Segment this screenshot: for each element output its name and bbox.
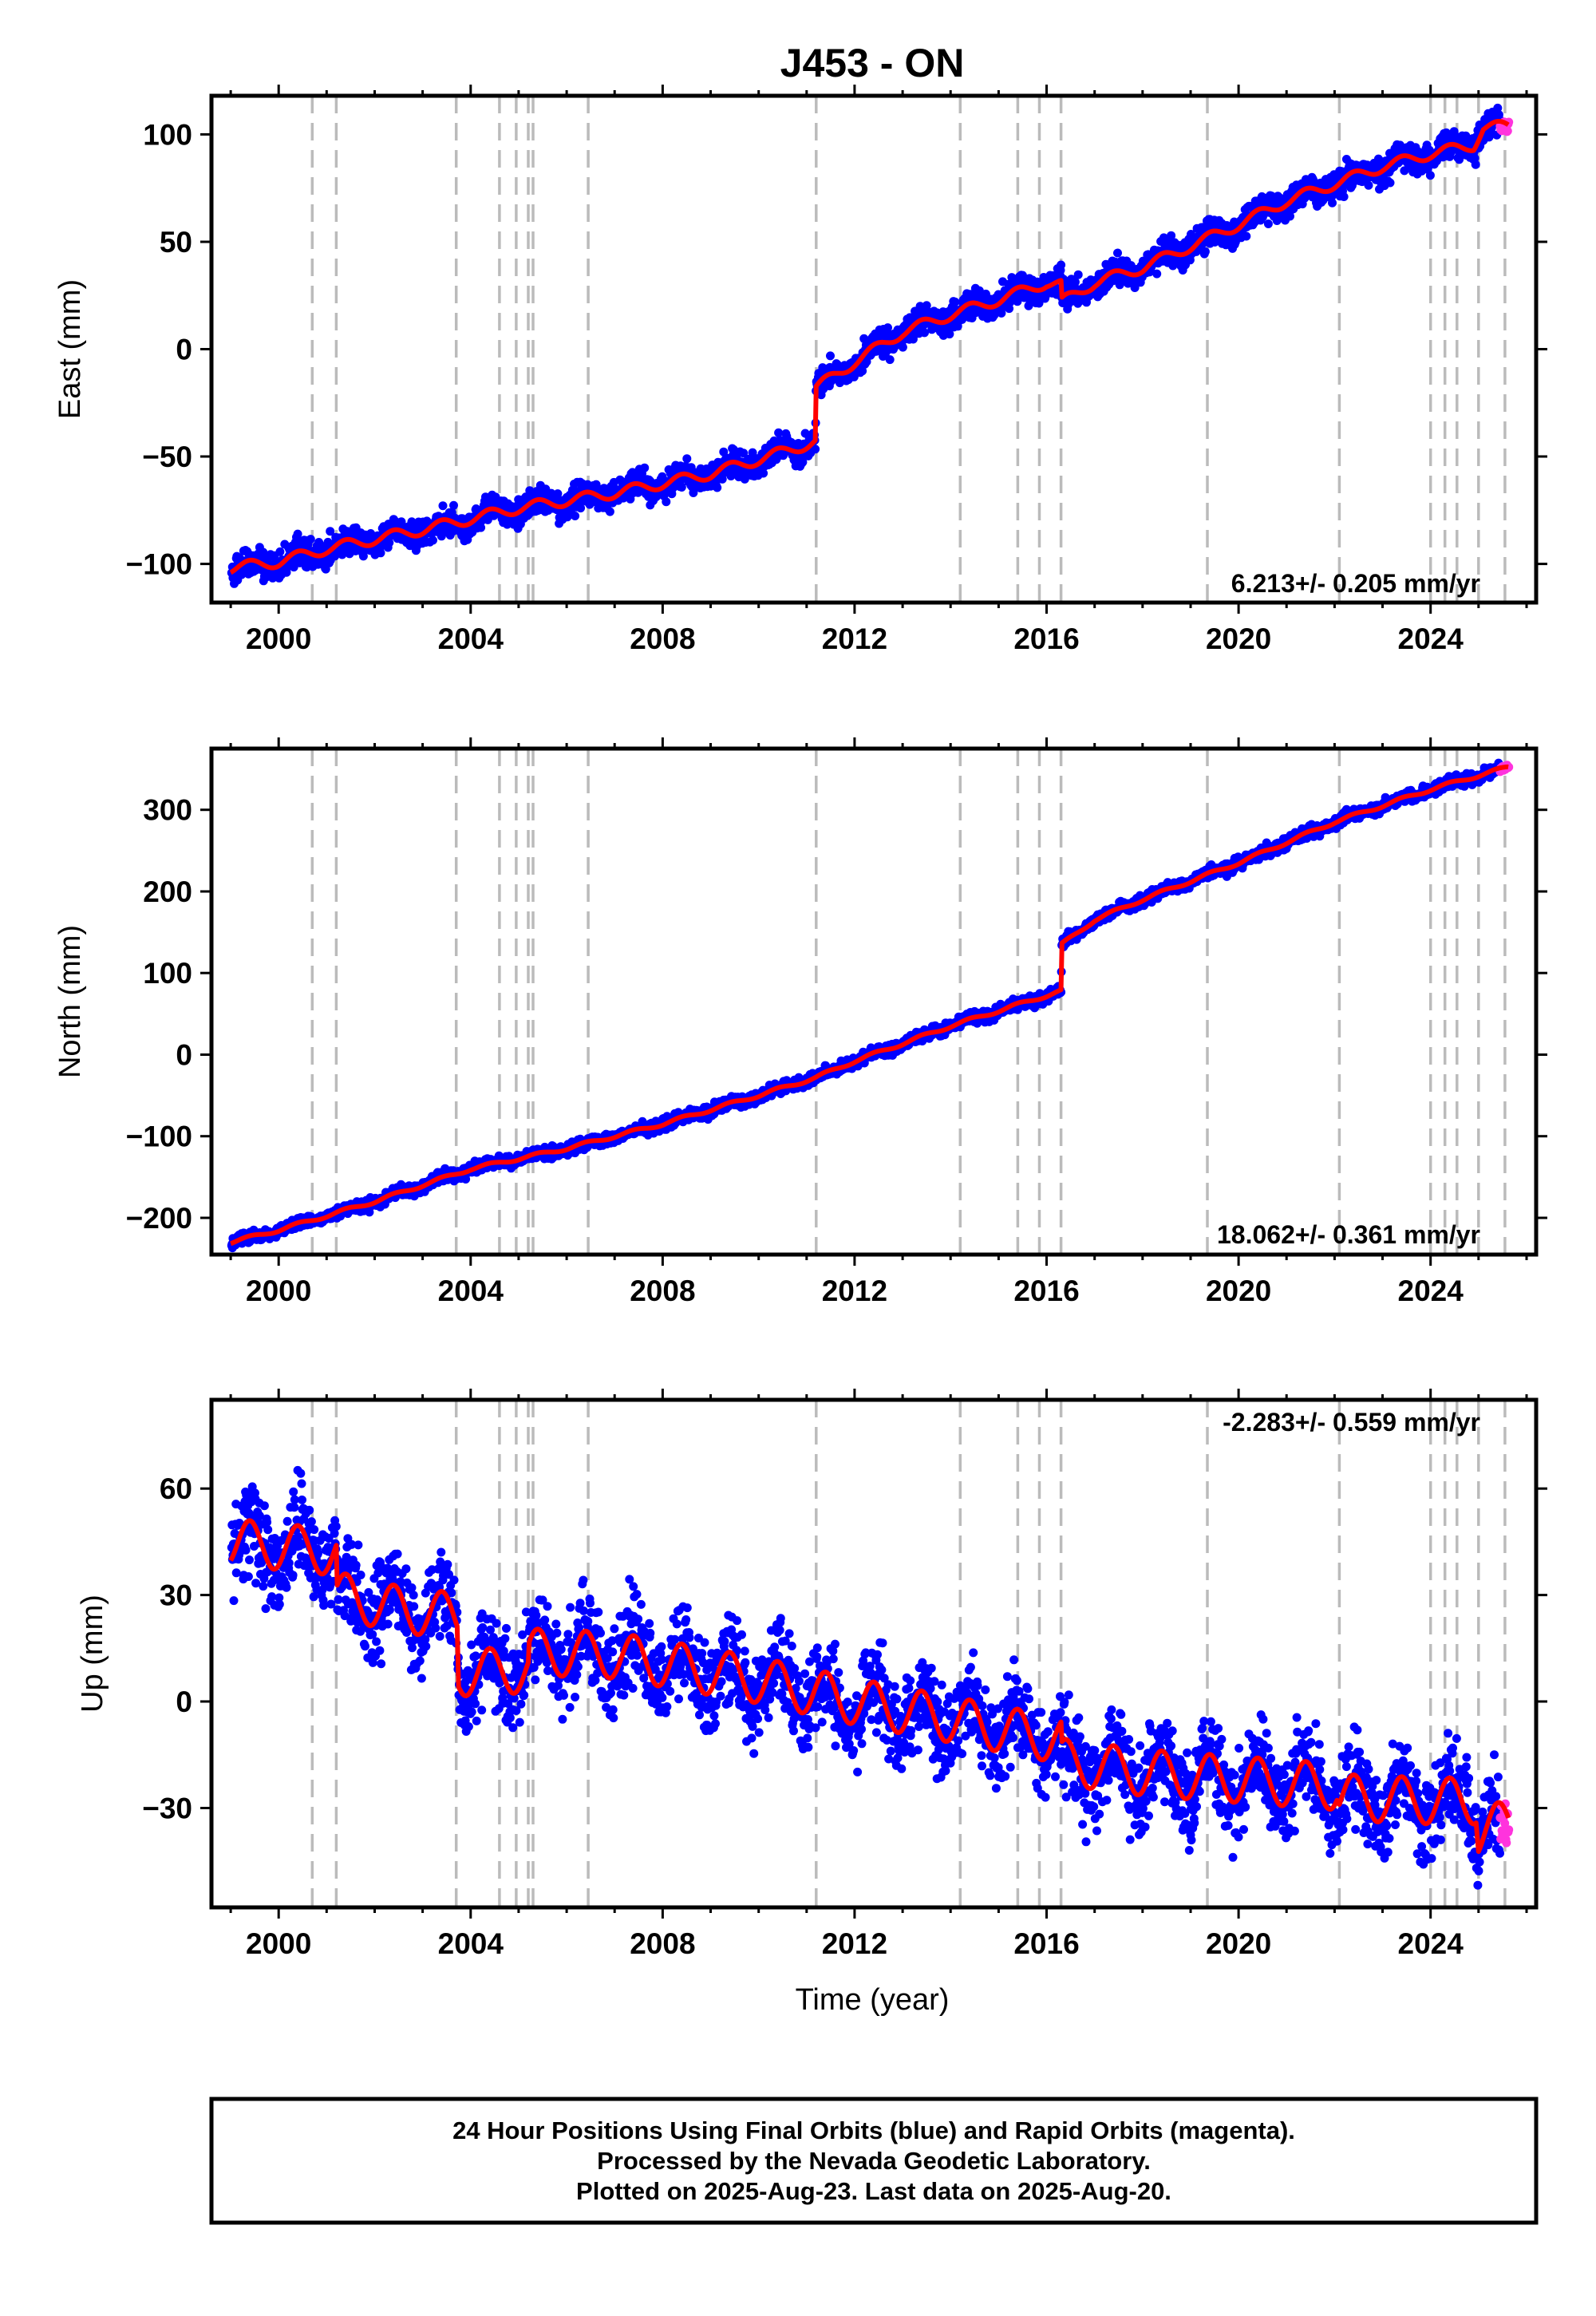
footnote-box bbox=[209, 2097, 1539, 2225]
up-y-tick-label: 0 bbox=[176, 1686, 192, 1718]
up-y-tick-label: −30 bbox=[142, 1792, 192, 1825]
x-axis-label: Time (year) bbox=[796, 1983, 950, 2017]
up-x-tick-label: 2016 bbox=[1013, 1927, 1079, 1960]
east-y-tick-label: 100 bbox=[143, 118, 192, 151]
footnote-line-2: Processed by the Nevada Geodetic Laborat… bbox=[597, 2147, 1151, 2175]
footnote-line-3: Plotted on 2025-Aug-23. Last data on 202… bbox=[576, 2177, 1171, 2205]
east-rate-label: 6.213+/- 0.205 mm/yr bbox=[1231, 569, 1480, 598]
east-x-tick-label: 2020 bbox=[1206, 622, 1271, 655]
east-x-tick-label: 2012 bbox=[822, 622, 887, 655]
north-x-tick-label: 2012 bbox=[822, 1275, 887, 1307]
east-y-tick-label: −50 bbox=[142, 441, 192, 473]
east-y-axis-label: East (mm) bbox=[53, 279, 87, 419]
chart-title: J453 - ON bbox=[780, 41, 965, 85]
north-model-line bbox=[228, 764, 1511, 1247]
up-x-tick-label: 2008 bbox=[630, 1927, 695, 1960]
north-x-tick-label: 2008 bbox=[630, 1275, 695, 1307]
north-y-tick-label: 0 bbox=[176, 1039, 192, 1072]
north-y-tick-label: −100 bbox=[126, 1120, 192, 1153]
east-final-orbit-points bbox=[227, 103, 1504, 588]
east-model-line bbox=[228, 119, 1511, 575]
up-y-axis-label: Up (mm) bbox=[76, 1595, 109, 1713]
east-y-tick-label: 50 bbox=[160, 226, 192, 259]
up-y-tick-label: 30 bbox=[160, 1579, 192, 1612]
east-x-tick-label: 2004 bbox=[438, 622, 504, 655]
north-y-tick-label: 100 bbox=[143, 957, 192, 990]
north-y-axis-label: North (mm) bbox=[53, 925, 87, 1078]
up-x-tick-label: 2012 bbox=[822, 1927, 887, 1960]
up-plot-frame bbox=[209, 1397, 1539, 1910]
north-y-tick-label: −200 bbox=[126, 1202, 192, 1235]
up-panel: 2000 2004 2008 2012 2016 2020 2024 −30 0 30 60 Up (… bbox=[76, 1389, 1547, 1960]
footnote-line-1: 24 Hour Positions Using Final Orbits (bl… bbox=[452, 2116, 1295, 2144]
up-x-tick-label: 2020 bbox=[1206, 1927, 1271, 1960]
east-panel: 2000 2004 2008 2012 2016 2020 2024 −100 −50 0 50 10… bbox=[53, 85, 1547, 655]
north-x-tick-label: 2016 bbox=[1013, 1275, 1079, 1307]
north-plot-frame bbox=[209, 746, 1539, 1257]
up-y-tick-label: 60 bbox=[160, 1472, 192, 1505]
up-model-line bbox=[228, 1518, 1511, 1854]
up-final-orbit-points bbox=[227, 1465, 1504, 1890]
north-panel: 2000 2004 2008 2012 2016 2020 2024 −200 −100 0 100… bbox=[53, 737, 1547, 1307]
north-x-tick-label: 2004 bbox=[438, 1275, 504, 1307]
up-rate-label: -2.283+/- 0.559 mm/yr bbox=[1223, 1408, 1480, 1437]
north-x-tick-label: 2024 bbox=[1398, 1275, 1464, 1307]
east-x-tick-label: 2024 bbox=[1398, 622, 1464, 655]
up-x-tick-label: 2024 bbox=[1398, 1927, 1464, 1960]
east-x-tick-label: 2016 bbox=[1013, 622, 1079, 655]
east-x-tick-label: 2008 bbox=[630, 622, 695, 655]
north-x-tick-label: 2020 bbox=[1206, 1275, 1271, 1307]
north-rate-label: 18.062+/- 0.361 mm/yr bbox=[1217, 1220, 1480, 1249]
up-x-tick-label: 2000 bbox=[246, 1927, 311, 1960]
north-final-orbit-points bbox=[227, 758, 1504, 1253]
east-y-tick-label: −100 bbox=[126, 548, 192, 581]
east-x-tick-label: 2000 bbox=[246, 622, 311, 655]
north-x-tick-label: 2000 bbox=[246, 1275, 311, 1307]
up-x-tick-label: 2004 bbox=[438, 1927, 504, 1960]
north-y-tick-label: 300 bbox=[143, 794, 192, 827]
east-y-tick-label: 0 bbox=[176, 334, 192, 366]
north-y-tick-label: 200 bbox=[143, 875, 192, 908]
